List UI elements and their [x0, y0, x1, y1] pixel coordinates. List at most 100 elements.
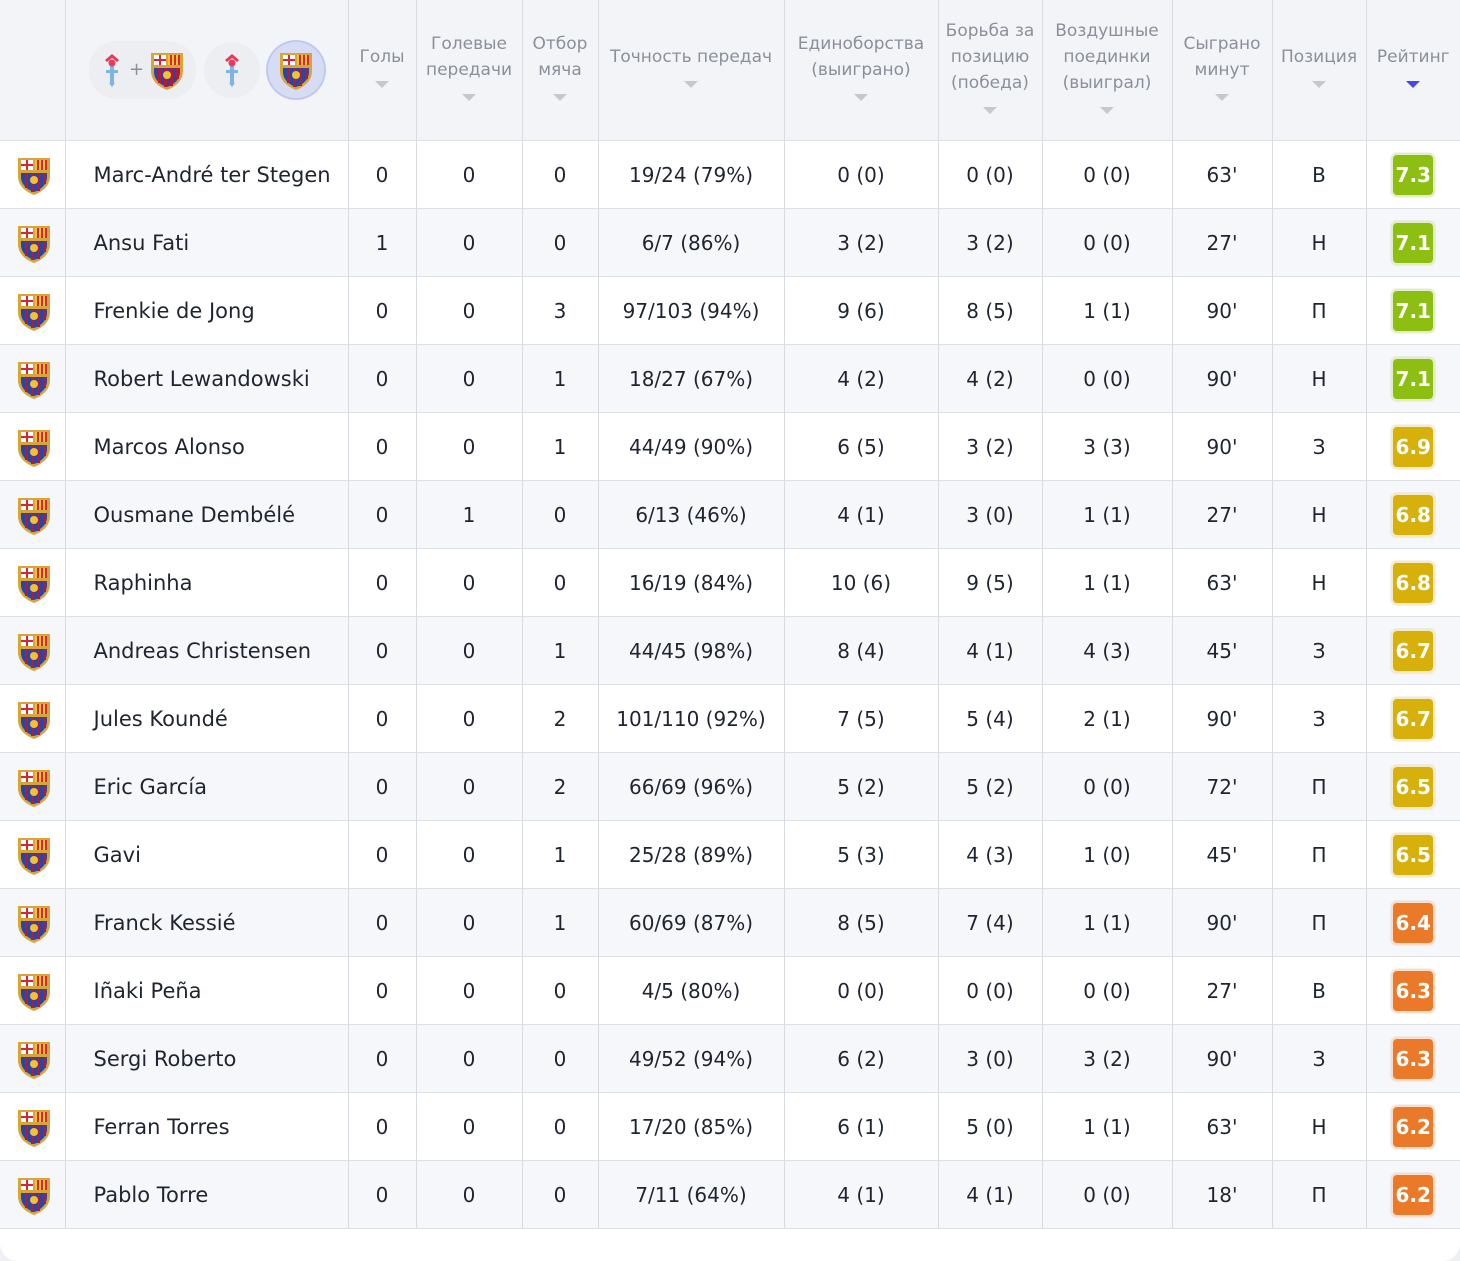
table-row[interactable]: Ousmane Dembélé 0 1 0 6/13 (46%) 4 (1) 3… [0, 480, 1460, 549]
barcelona-crest-icon [18, 565, 51, 603]
rating-badge: 7.1 [1391, 356, 1436, 401]
column-header-pass-accuracy[interactable]: Точность передач [597, 0, 784, 141]
pass-accuracy-cell: 16/19 (84%) [597, 548, 784, 617]
column-header-assists[interactable]: Голевые передачи [415, 0, 522, 141]
duels-cell: 0 (0) [783, 956, 938, 1025]
player-name[interactable]: Marc-André ter Stegen [64, 140, 348, 209]
barcelona-crest-icon [18, 701, 51, 739]
team-crest-cell [0, 208, 65, 277]
position-cell: З [1271, 1024, 1366, 1093]
assists-cell: 0 [415, 1024, 522, 1093]
column-header-duels[interactable]: Единоборства (выиграно) [783, 0, 938, 141]
table-row[interactable]: Raphinha 0 0 0 16/19 (84%) 10 (6) 9 (5) … [0, 548, 1460, 617]
assists-cell: 0 [415, 820, 522, 889]
player-name[interactable]: Ansu Fati [64, 208, 348, 277]
player-name[interactable]: Frenkie de Jong [64, 276, 348, 345]
player-name[interactable]: Marcos Alonso [64, 412, 348, 481]
aerial-duels-cell: 1 (1) [1041, 1092, 1172, 1161]
filter-both-teams[interactable]: + [88, 41, 197, 99]
table-row[interactable]: Franck Kessié 0 0 1 60/69 (87%) 8 (5) 7 … [0, 888, 1460, 957]
player-name[interactable]: Jules Koundé [64, 684, 348, 753]
player-name[interactable]: Ousmane Dembélé [64, 480, 348, 549]
barcelona-crest-icon [18, 157, 51, 195]
column-header-goals[interactable]: Голы [347, 0, 416, 141]
player-name[interactable]: Iñaki Peña [64, 956, 348, 1025]
position-cell: П [1271, 888, 1366, 957]
column-header-aerial-duels[interactable]: Воздушные поединки (выиграл) [1041, 0, 1172, 141]
column-header-rating[interactable]: Рейтинг [1365, 0, 1460, 141]
rating-cell: 7.1 [1365, 344, 1460, 413]
player-name[interactable]: Gavi [64, 820, 348, 889]
column-header-position[interactable]: Позиция [1271, 0, 1366, 141]
pass-accuracy-cell: 101/110 (92%) [597, 684, 784, 753]
player-name[interactable]: Raphinha [64, 548, 348, 617]
ground-duels-cell: 5 (0) [937, 1092, 1042, 1161]
team-crest-cell [0, 616, 65, 685]
rating-badge: 7.3 [1391, 152, 1436, 197]
player-name[interactable]: Eric García [64, 752, 348, 821]
position-cell: В [1271, 140, 1366, 209]
duels-cell: 6 (2) [783, 1024, 938, 1093]
team-crest-cell [0, 412, 65, 481]
barcelona-crest-icon [18, 973, 51, 1011]
table-row[interactable]: Frenkie de Jong 0 0 3 97/103 (94%) 9 (6)… [0, 276, 1460, 345]
player-name[interactable]: Sergi Roberto [64, 1024, 348, 1093]
minutes-cell: 90' [1171, 344, 1272, 413]
column-header-ground-duels[interactable]: Борьба за позицию (победа) [937, 0, 1042, 141]
sort-arrow-icon [684, 81, 698, 88]
rating-badge: 7.1 [1391, 288, 1436, 333]
pass-accuracy-cell: 17/20 (85%) [597, 1092, 784, 1161]
goals-cell: 1 [347, 208, 416, 277]
goals-cell: 0 [347, 888, 416, 957]
table-row[interactable]: Iñaki Peña 0 0 0 4/5 (80%) 0 (0) 0 (0) 0… [0, 956, 1460, 1025]
pass-accuracy-cell: 7/11 (64%) [597, 1160, 784, 1229]
minutes-cell: 45' [1171, 820, 1272, 889]
assists-cell: 0 [415, 752, 522, 821]
duels-cell: 7 (5) [783, 684, 938, 753]
filter-celta-vigo[interactable] [204, 42, 261, 98]
assists-cell: 0 [415, 888, 522, 957]
minutes-cell: 90' [1171, 276, 1272, 345]
rating-badge: 6.8 [1391, 560, 1436, 605]
ground-duels-cell: 8 (5) [937, 276, 1042, 345]
position-cell: З [1271, 684, 1366, 753]
column-header-minutes[interactable]: Сыграно минут [1171, 0, 1272, 141]
minutes-cell: 45' [1171, 616, 1272, 685]
table-row[interactable]: Robert Lewandowski 0 0 1 18/27 (67%) 4 (… [0, 344, 1460, 413]
table-row[interactable]: Marc-André ter Stegen 0 0 0 19/24 (79%) … [0, 140, 1460, 209]
table-row[interactable]: Pablo Torre 0 0 0 7/11 (64%) 4 (1) 4 (1)… [0, 1160, 1460, 1229]
rating-badge: 6.7 [1391, 696, 1436, 741]
table-row[interactable]: Eric García 0 0 2 66/69 (96%) 5 (2) 5 (2… [0, 752, 1460, 821]
table-row[interactable]: Andreas Christensen 0 0 1 44/45 (98%) 8 … [0, 616, 1460, 685]
aerial-duels-cell: 0 (0) [1041, 752, 1172, 821]
player-name[interactable]: Pablo Torre [64, 1160, 348, 1229]
table-row[interactable]: Gavi 0 0 1 25/28 (89%) 5 (3) 4 (3) 1 (0)… [0, 820, 1460, 889]
table-row[interactable]: Ansu Fati 1 0 0 6/7 (86%) 3 (2) 3 (2) 0 … [0, 208, 1460, 277]
player-name[interactable]: Ferran Torres [64, 1092, 348, 1161]
rating-badge: 6.4 [1391, 900, 1436, 945]
rating-cell: 6.8 [1365, 480, 1460, 549]
assists-cell: 0 [415, 208, 522, 277]
table-row[interactable]: Ferran Torres 0 0 0 17/20 (85%) 6 (1) 5 … [0, 1092, 1460, 1161]
player-name[interactable]: Franck Kessié [64, 888, 348, 957]
team-crest-cell [0, 752, 65, 821]
table-row[interactable]: Sergi Roberto 0 0 0 49/52 (94%) 6 (2) 3 … [0, 1024, 1460, 1093]
position-cell: Н [1271, 548, 1366, 617]
rating-cell: 6.2 [1365, 1092, 1460, 1161]
team-crest-cell [0, 276, 65, 345]
player-name[interactable]: Robert Lewandowski [64, 344, 348, 413]
team-crest-cell [0, 140, 65, 209]
aerial-duels-cell: 1 (1) [1041, 480, 1172, 549]
filter-barcelona[interactable] [268, 42, 325, 98]
column-header-tackles[interactable]: Отбор мяча [521, 0, 598, 141]
celta-vigo-crest-icon [225, 54, 240, 87]
table-row[interactable]: Jules Koundé 0 0 2 101/110 (92%) 7 (5) 5… [0, 684, 1460, 753]
rating-cell: 6.2 [1365, 1160, 1460, 1229]
pass-accuracy-cell: 44/49 (90%) [597, 412, 784, 481]
table-row[interactable]: Marcos Alonso 0 0 1 44/49 (90%) 6 (5) 3 … [0, 412, 1460, 481]
team-crest-cell [0, 684, 65, 753]
goals-cell: 0 [347, 480, 416, 549]
assists-cell: 0 [415, 140, 522, 209]
aerial-duels-cell: 1 (1) [1041, 276, 1172, 345]
player-name[interactable]: Andreas Christensen [64, 616, 348, 685]
